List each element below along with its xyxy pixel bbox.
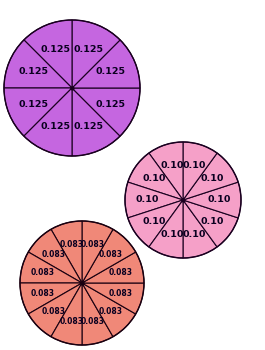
Wedge shape: [24, 20, 72, 88]
Wedge shape: [82, 283, 136, 337]
Wedge shape: [82, 229, 136, 283]
Text: 0.083: 0.083: [109, 289, 133, 298]
Text: 0.083: 0.083: [60, 239, 83, 248]
Text: 0.125: 0.125: [96, 100, 126, 108]
Text: 0.083: 0.083: [31, 289, 55, 298]
Wedge shape: [72, 40, 140, 88]
Wedge shape: [183, 182, 241, 218]
Text: 0.125: 0.125: [18, 67, 48, 76]
Wedge shape: [125, 182, 183, 218]
Text: 0.083: 0.083: [99, 250, 122, 259]
Text: 0.083: 0.083: [81, 317, 104, 327]
Text: 0.125: 0.125: [41, 44, 71, 54]
Text: 0.10: 0.10: [200, 217, 224, 226]
Text: 0.125: 0.125: [41, 122, 71, 132]
Text: 0.125: 0.125: [18, 100, 48, 108]
Wedge shape: [183, 142, 217, 200]
Wedge shape: [149, 142, 183, 200]
Wedge shape: [128, 153, 183, 200]
Text: 0.10: 0.10: [182, 161, 206, 170]
Wedge shape: [149, 200, 183, 258]
Text: 0.125: 0.125: [73, 44, 103, 54]
Text: 0.083: 0.083: [42, 307, 65, 316]
Text: 0.10: 0.10: [135, 196, 159, 204]
Text: 0.083: 0.083: [31, 268, 55, 277]
Wedge shape: [20, 252, 82, 283]
Text: 0.10: 0.10: [207, 196, 231, 204]
Text: 0.083: 0.083: [81, 239, 104, 248]
Text: 0.083: 0.083: [42, 250, 65, 259]
Wedge shape: [82, 221, 113, 283]
Text: 0.10: 0.10: [160, 161, 184, 170]
Wedge shape: [72, 88, 120, 156]
Wedge shape: [82, 252, 144, 283]
Wedge shape: [183, 200, 238, 247]
Wedge shape: [20, 283, 82, 314]
Wedge shape: [28, 229, 82, 283]
Text: 0.10: 0.10: [160, 230, 184, 239]
Text: 0.125: 0.125: [73, 122, 103, 132]
Text: 0.083: 0.083: [99, 307, 122, 316]
Wedge shape: [128, 200, 183, 247]
Text: 0.083: 0.083: [60, 317, 83, 327]
Wedge shape: [4, 40, 72, 88]
Text: 0.083: 0.083: [109, 268, 133, 277]
Wedge shape: [24, 88, 72, 156]
Text: 0.10: 0.10: [142, 217, 166, 226]
Wedge shape: [72, 88, 140, 136]
Wedge shape: [51, 221, 82, 283]
Wedge shape: [82, 283, 144, 314]
Text: 0.10: 0.10: [182, 230, 206, 239]
Wedge shape: [51, 283, 82, 345]
Wedge shape: [72, 20, 120, 88]
Wedge shape: [4, 88, 72, 136]
Text: 0.10: 0.10: [142, 174, 166, 183]
Wedge shape: [183, 153, 238, 200]
Text: 0.125: 0.125: [96, 67, 126, 76]
Wedge shape: [183, 200, 217, 258]
Wedge shape: [28, 283, 82, 337]
Wedge shape: [82, 283, 113, 345]
Text: 0.10: 0.10: [200, 174, 224, 183]
